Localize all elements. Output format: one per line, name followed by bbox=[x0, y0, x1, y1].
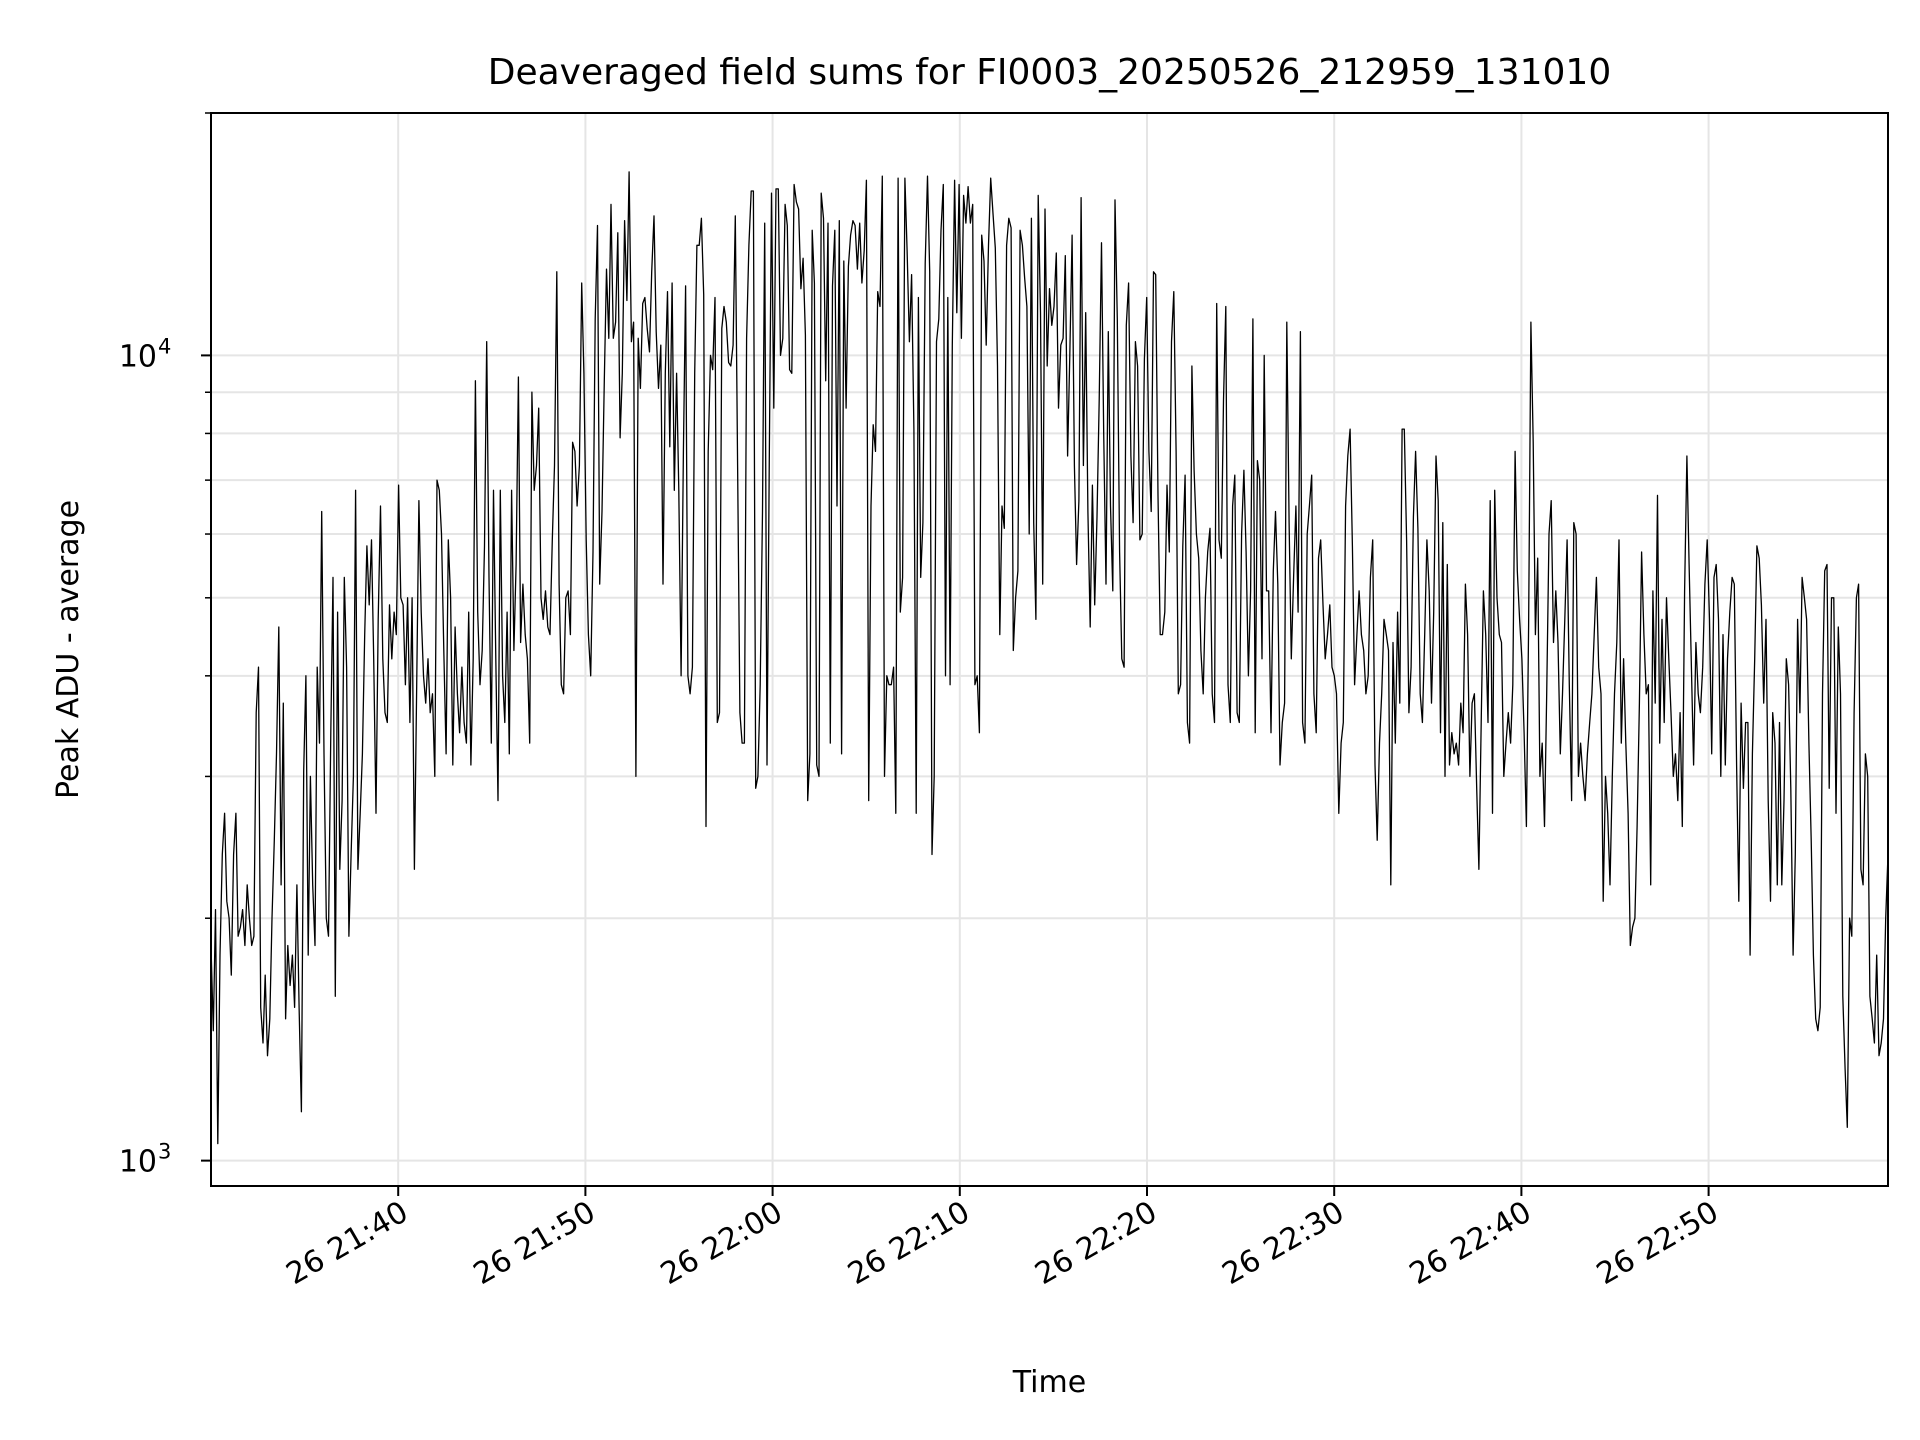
y-tick-base: 10 bbox=[119, 339, 157, 374]
y-tick-base: 10 bbox=[119, 1145, 157, 1180]
chart-title: Deaveraged field sums for FI0003_2025052… bbox=[488, 52, 1611, 93]
y-tick-exponent: 4 bbox=[158, 334, 171, 358]
series-layer bbox=[210, 171, 1889, 1145]
y-tick-exponent: 3 bbox=[158, 1140, 171, 1164]
y-axis-label: Peak ADU - average bbox=[51, 500, 86, 799]
y-tick-label: 10 3 bbox=[119, 1140, 172, 1180]
x-axis-label: Time bbox=[1012, 1365, 1086, 1400]
plot-frame bbox=[210, 112, 1889, 1187]
series-line bbox=[210, 171, 1889, 1145]
y-tick-label: 10 4 bbox=[119, 334, 172, 374]
